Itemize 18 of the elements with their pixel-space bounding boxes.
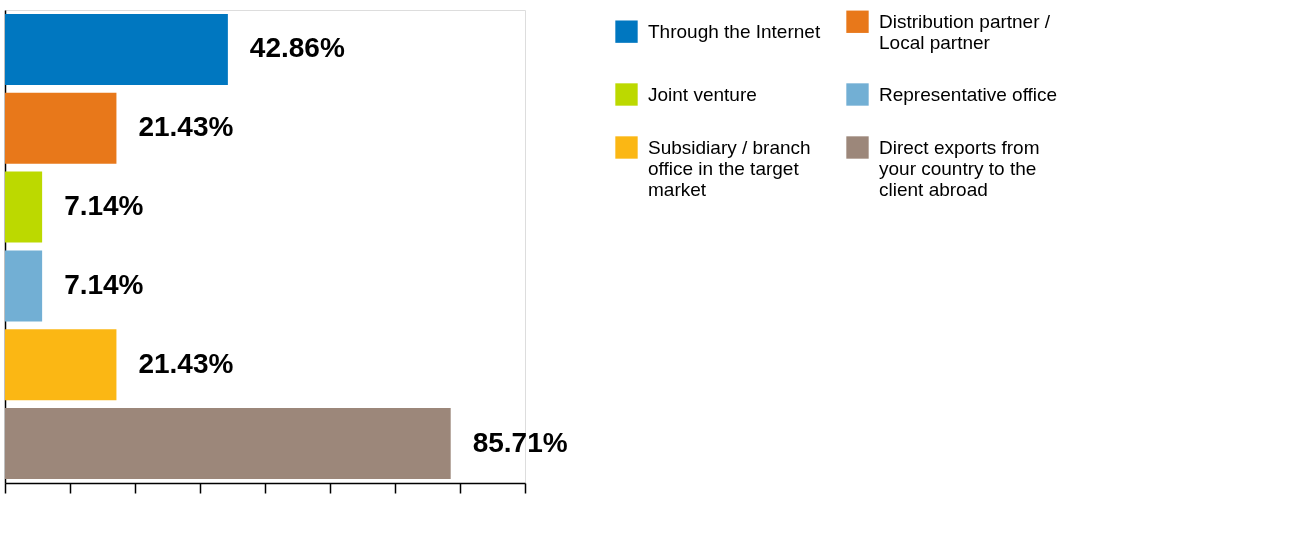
- legend-label: Subsidiary / branch office in the target market: [648, 136, 811, 200]
- data-label: 7.14%: [64, 268, 144, 300]
- bar: [5, 329, 117, 401]
- legend-label: Direct exports from your country to the client abroad: [879, 136, 1040, 200]
- data-label: 21.43%: [138, 111, 234, 143]
- bar: [5, 408, 451, 480]
- data-label: 85.71%: [472, 426, 568, 458]
- legend-label: Distribution partner / Local partner: [879, 10, 1051, 53]
- data-label: 42.86%: [249, 32, 345, 64]
- legend-label: Representative office: [879, 83, 1058, 105]
- data-label: 21.43%: [138, 347, 234, 379]
- legend-label: Joint venture: [648, 83, 757, 105]
- bar: [5, 92, 117, 164]
- bar: [5, 171, 43, 243]
- bar: [5, 250, 43, 322]
- data-label: 7.14%: [64, 190, 144, 222]
- bar: [5, 13, 228, 85]
- legend-label: Through the Internet: [648, 20, 821, 42]
